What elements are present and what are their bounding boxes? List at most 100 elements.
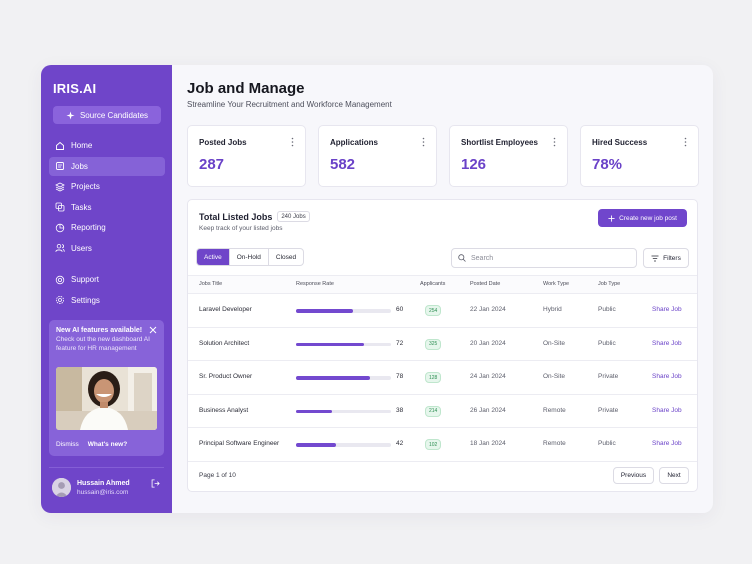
posted-date: 18 Jan 2024: [470, 440, 506, 447]
job-title: Business Analyst: [199, 406, 249, 414]
share-job-link[interactable]: Share Job: [652, 373, 682, 380]
nav-item-reporting[interactable]: Reporting: [49, 218, 165, 237]
users-icon: [55, 244, 65, 252]
share-job-link[interactable]: Share Job: [652, 406, 682, 414]
ai-features-promo: New AI features available! Check out the…: [49, 320, 164, 456]
nav-item-home[interactable]: Home: [49, 136, 165, 155]
secondary-nav: Support Settings: [49, 270, 165, 311]
table-row[interactable]: Solution Architect 72 325 20 Jan 2024 On-Sit…: [188, 328, 697, 361]
table-row[interactable]: Principal Software Engineer 42 102 18 Jan 2…: [188, 428, 697, 462]
tab-active[interactable]: Active: [197, 249, 230, 265]
more-vertical-icon[interactable]: [422, 137, 425, 147]
applicants-badge: 128: [425, 372, 442, 383]
nav-item-support[interactable]: Support: [49, 270, 165, 289]
applicants-badge: 254: [425, 305, 442, 316]
applicants-badge: 325: [425, 338, 442, 350]
column-header[interactable]: Job Type: [598, 281, 621, 287]
job-type: Public: [598, 339, 616, 347]
avatar: [52, 478, 71, 497]
more-vertical-icon[interactable]: [553, 137, 556, 147]
nav-item-settings[interactable]: Settings: [49, 291, 165, 310]
work-type: Remote: [543, 406, 566, 414]
nav-item-users[interactable]: Users: [49, 239, 165, 258]
column-header[interactable]: Applicants: [420, 281, 446, 287]
column-header[interactable]: Jobs Title: [199, 281, 223, 287]
stat-value: 287: [199, 156, 225, 173]
job-title: Laravel Developer: [199, 306, 252, 313]
filters-button[interactable]: Filters: [643, 248, 689, 268]
table-title: Total Listed Jobs 240 Jobs: [199, 211, 310, 222]
more-vertical-icon[interactable]: [684, 137, 687, 147]
sidebar: IRIS.AI Source Candidates Home Jobs Proj…: [41, 65, 172, 513]
promo-photo: [56, 367, 157, 430]
column-header[interactable]: Posted Date: [470, 281, 501, 287]
projects-icon: [55, 182, 65, 191]
response-rate-fill: [296, 409, 333, 413]
stat-label: Shortlist Employees: [461, 138, 538, 147]
stat-value: 126: [461, 156, 487, 173]
nav-item-jobs[interactable]: Jobs: [49, 156, 165, 176]
previous-button[interactable]: Previous: [613, 467, 654, 484]
job-type: Public: [598, 440, 616, 447]
user-email: hussain@iris.com: [77, 488, 129, 496]
applicants-badge: 102: [425, 439, 442, 450]
dismiss-link[interactable]: Dismiss: [56, 441, 79, 448]
next-button[interactable]: Next: [659, 467, 689, 484]
nav-item-tasks[interactable]: Tasks: [49, 198, 165, 217]
jobs-icon: [56, 162, 64, 170]
response-rate-value: 78: [396, 373, 404, 380]
close-icon[interactable]: [149, 326, 157, 334]
response-rate-bar: [296, 443, 391, 447]
tab-on-hold[interactable]: On-Hold: [230, 249, 269, 265]
stat-card-hired-success: Hired Success 78%: [580, 125, 699, 187]
nav-item-projects[interactable]: Projects: [49, 177, 165, 196]
jobs-count-badge: 240 Jobs: [277, 211, 310, 222]
response-rate-fill: [296, 309, 353, 313]
nav-label: Jobs: [71, 161, 88, 171]
promo-actions: Dismiss What's new?: [56, 441, 127, 448]
tab-closed[interactable]: Closed: [275, 253, 297, 261]
app-window: IRIS.AI Source Candidates Home Jobs Proj…: [41, 65, 713, 513]
work-type: Remote: [543, 440, 566, 447]
posted-date: 26 Jan 2024: [470, 406, 506, 414]
settings-icon: [56, 296, 64, 304]
page-title: Job and Manage: [187, 80, 305, 97]
response-rate-bar: [296, 309, 391, 313]
share-job-link[interactable]: Share Job: [652, 440, 682, 447]
filter-icon: [651, 255, 659, 261]
applicants-badge: 214: [425, 405, 442, 417]
share-job-link[interactable]: Share Job: [652, 339, 682, 347]
job-type: Public: [598, 306, 616, 313]
share-job-link[interactable]: Share Job: [652, 306, 682, 313]
response-rate-bar: [296, 409, 391, 413]
filters-label: Filters: [663, 254, 681, 262]
work-type: On-Site: [543, 339, 566, 347]
stats-row: Posted Jobs 287 Applications 582 Shortli…: [187, 125, 699, 187]
home-icon: [56, 141, 64, 150]
table-row[interactable]: Business Analyst 38 214 26 Jan 2024 Remote Pr…: [188, 395, 697, 428]
table-row[interactable]: Sr. Product Owner 78 128 24 Jan 2024 On-Site…: [188, 361, 697, 395]
whats-new-link[interactable]: What's new?: [87, 441, 128, 448]
more-vertical-icon[interactable]: [291, 137, 294, 147]
table-row[interactable]: Laravel Developer 60 254 22 Jan 2024 Hybrid P…: [188, 294, 697, 328]
column-header[interactable]: Response Rate: [296, 281, 334, 287]
user-profile[interactable]: Hussain Ahmed hussain@iris.com: [52, 478, 130, 497]
response-rate-fill: [296, 342, 365, 346]
create-job-button[interactable]: Create new job post: [598, 209, 687, 227]
plus-icon: [608, 214, 615, 222]
table-header: Jobs Title Response Rate Applicants Post…: [188, 275, 697, 294]
status-tabs: Active On-Hold Closed: [196, 248, 305, 266]
nav-label: Tasks: [71, 202, 92, 212]
stat-value: 582: [330, 156, 356, 173]
source-candidates-button[interactable]: Source Candidates: [53, 106, 161, 124]
logout-icon[interactable]: [151, 479, 160, 488]
nav-label: Reporting: [71, 223, 106, 232]
search-placeholder: Search: [471, 254, 494, 262]
stat-card-applications: Applications 582: [318, 125, 437, 187]
sidebar-divider: [49, 467, 164, 468]
stat-label: Hired Success: [592, 138, 648, 147]
search-input[interactable]: Search: [451, 248, 637, 268]
page-subtitle: Streamline Your Recruitment and Workforc…: [187, 100, 392, 109]
column-header[interactable]: Work Type: [543, 281, 570, 287]
stat-card-shortlist: Shortlist Employees 126: [449, 125, 568, 187]
